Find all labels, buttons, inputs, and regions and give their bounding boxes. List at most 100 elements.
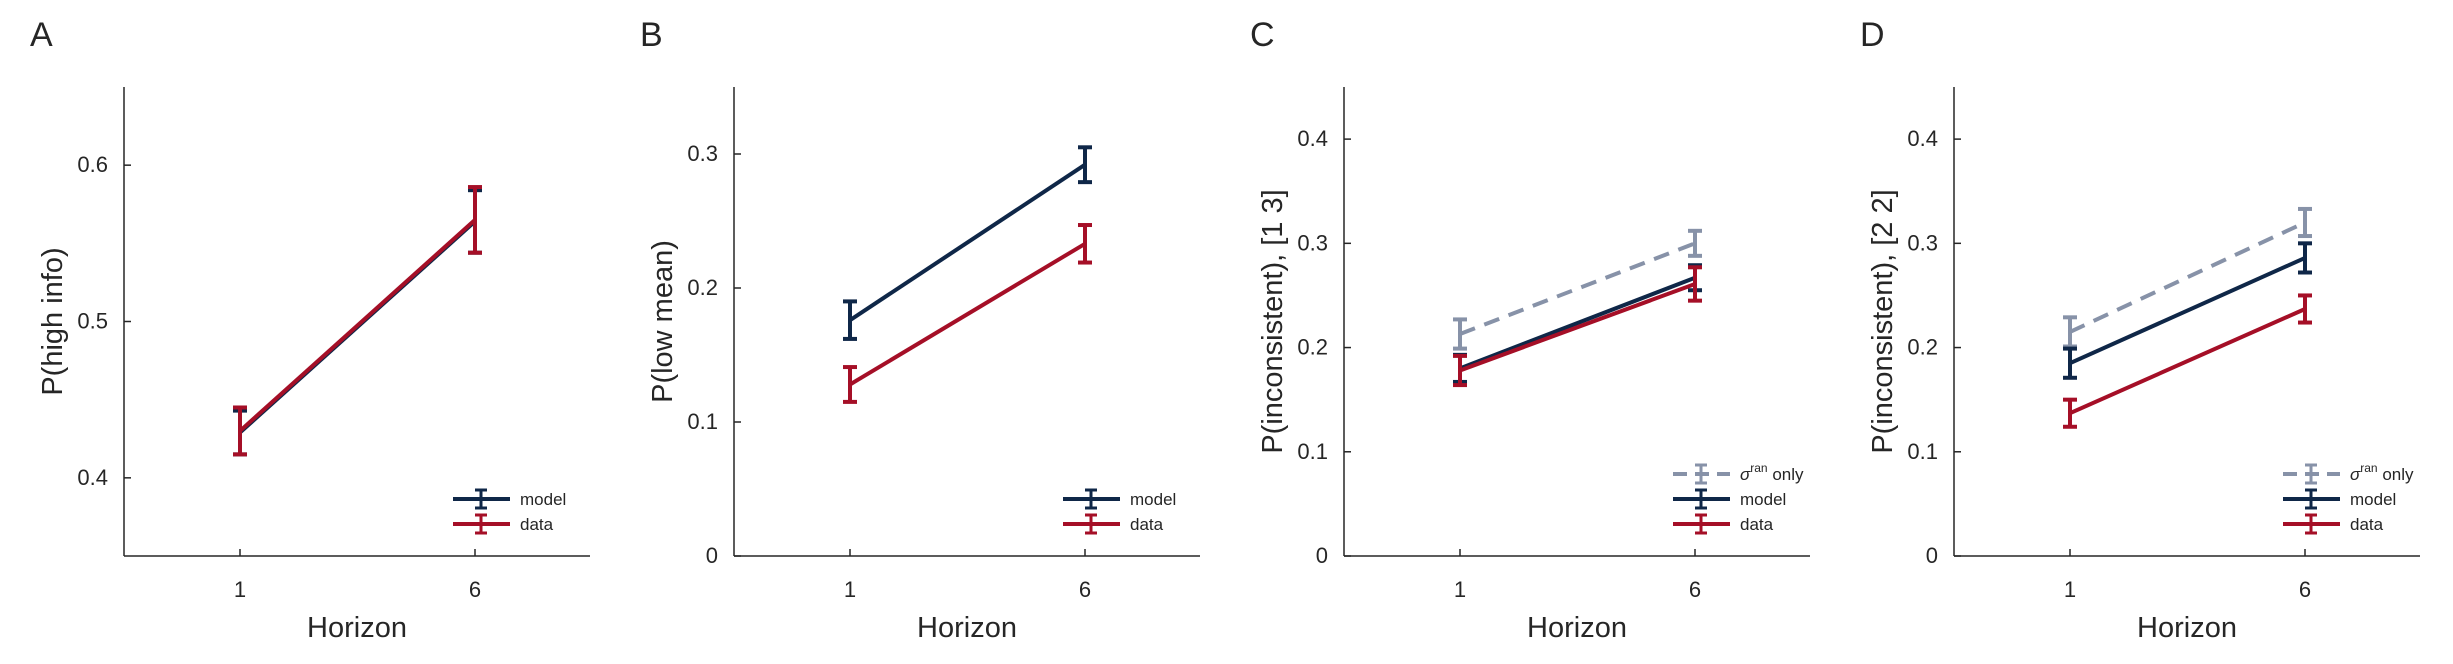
series-line [2069,220,2306,334]
y-tick-label: 0.5 [77,309,108,334]
y-tick-label: 0 [1926,543,1938,568]
y-axis-label: P(inconsistent), [1 3] [1257,189,1289,453]
legend-label: σran only [1740,461,1804,484]
legend-entry-data: data [2283,513,2384,535]
series-data [233,185,482,457]
panel-label: D [1860,16,1885,54]
legend-entry-data: data [453,513,554,535]
series-data [1453,265,1702,388]
x-tick-label: 1 [2064,577,2076,602]
x-axis-label: Horizon [2137,612,2237,644]
legend-label: model [2350,490,2396,509]
x-axis-label: Horizon [307,612,407,644]
error-bar [1688,228,1702,258]
legend-entry-sigma: σran only [2283,461,2414,485]
series-line [1459,275,1696,371]
series-line [848,163,1087,322]
error-bar [233,405,247,457]
legend-symbol: σ [2350,465,2361,484]
x-tick-label: 6 [1079,577,1091,602]
panel-label: C [1250,16,1275,54]
x-tick-label: 1 [844,577,856,602]
y-tick-label: 0.2 [1297,335,1328,360]
series-line [2069,307,2306,416]
panel-a: A 0.4 0.5 0.6 1 6 Horizon P(high info) model data [30,16,590,644]
series-data [2063,293,2312,429]
legend-entry-data: data [1063,513,1164,535]
error-bar [2063,397,2077,429]
y-tick-label: 0.6 [77,152,108,177]
x-tick-label: 1 [1454,577,1466,602]
error-bar [843,365,857,404]
y-tick-label: 0 [706,543,718,568]
series-line [238,218,477,433]
error-bar [1688,265,1702,303]
y-tick-label: 0.2 [687,275,718,300]
error-bar [2063,346,2077,380]
legend-suffix: only [2378,465,2414,484]
series-model [2063,241,2312,380]
legend-label: σran only [2350,461,2414,484]
legend-label: data [2350,515,2384,534]
legend-superscript: ran [2360,461,2377,475]
y-tick-label: 0.4 [77,465,108,490]
error-bar [1078,145,1092,185]
panel-d: D 0 0.1 0.2 0.3 0.4 1 6 Horizon P(inconsistent), … [1860,16,2420,644]
x-tick-label: 6 [2299,577,2311,602]
panel-label: B [640,16,663,54]
y-axis-label: P(low mean) [647,240,679,403]
error-bar [468,185,482,255]
error-bar [2298,293,2312,325]
x-tick-label: 1 [234,577,246,602]
error-bar [1453,353,1467,388]
legend-entry-model: model [2283,488,2396,510]
series-line [2069,256,2306,366]
legend-entry-model: model [1063,488,1176,510]
legend-label: model [1740,490,1786,509]
legend-label: model [1130,490,1176,509]
legend-label: data [520,515,554,534]
legend: model data [453,488,566,535]
series-data [843,223,1092,404]
error-bar [2063,315,2077,349]
legend-entry-data: data [1673,513,1774,535]
legend: model data [1063,488,1176,535]
y-tick-label: 0.1 [1907,439,1938,464]
series-line [1459,241,1696,336]
y-tick-label: 0.3 [1907,230,1938,255]
legend-suffix: only [1768,465,1804,484]
x-tick-label: 6 [469,577,481,602]
y-tick-label: 0.1 [687,409,718,434]
series-line [848,242,1087,387]
y-tick-label: 0.4 [1907,126,1938,151]
y-tick-label: 0 [1316,543,1328,568]
legend-label: model [520,490,566,509]
panel-label: A [30,16,53,54]
y-tick-label: 0.3 [1297,230,1328,255]
legend-entry-sigma: σran only [1673,461,1804,485]
legend-label: data [1130,515,1164,534]
series-line [1459,282,1696,373]
error-bar [2298,241,2312,275]
series-model [843,145,1092,341]
x-tick-label: 6 [1689,577,1701,602]
panel-b: B 0 0.1 0.2 0.3 1 6 Horizon P(low mean) model data [640,16,1200,644]
x-axis-label: Horizon [1527,612,1627,644]
series-model [233,188,482,457]
legend: σran only model data [1673,461,1804,535]
legend-superscript: ran [1750,461,1767,475]
legend-entry-model: model [453,488,566,510]
legend-symbol: σ [1740,465,1751,484]
x-axis-label: Horizon [917,612,1017,644]
y-tick-label: 0.3 [687,141,718,166]
legend-entry-model: model [1673,488,1786,510]
series-sigma [1453,228,1702,351]
y-axis-label: P(high info) [37,247,69,395]
panel-c: C 0 0.1 0.2 0.3 0.4 1 6 Horizon P(inconsistent), … [1250,16,1810,644]
y-axis-label: P(inconsistent), [2 2] [1867,189,1899,453]
y-tick-label: 0.4 [1297,126,1328,151]
error-bar [2298,206,2312,239]
legend: σran only model data [2283,461,2414,535]
error-bar [1453,317,1467,351]
